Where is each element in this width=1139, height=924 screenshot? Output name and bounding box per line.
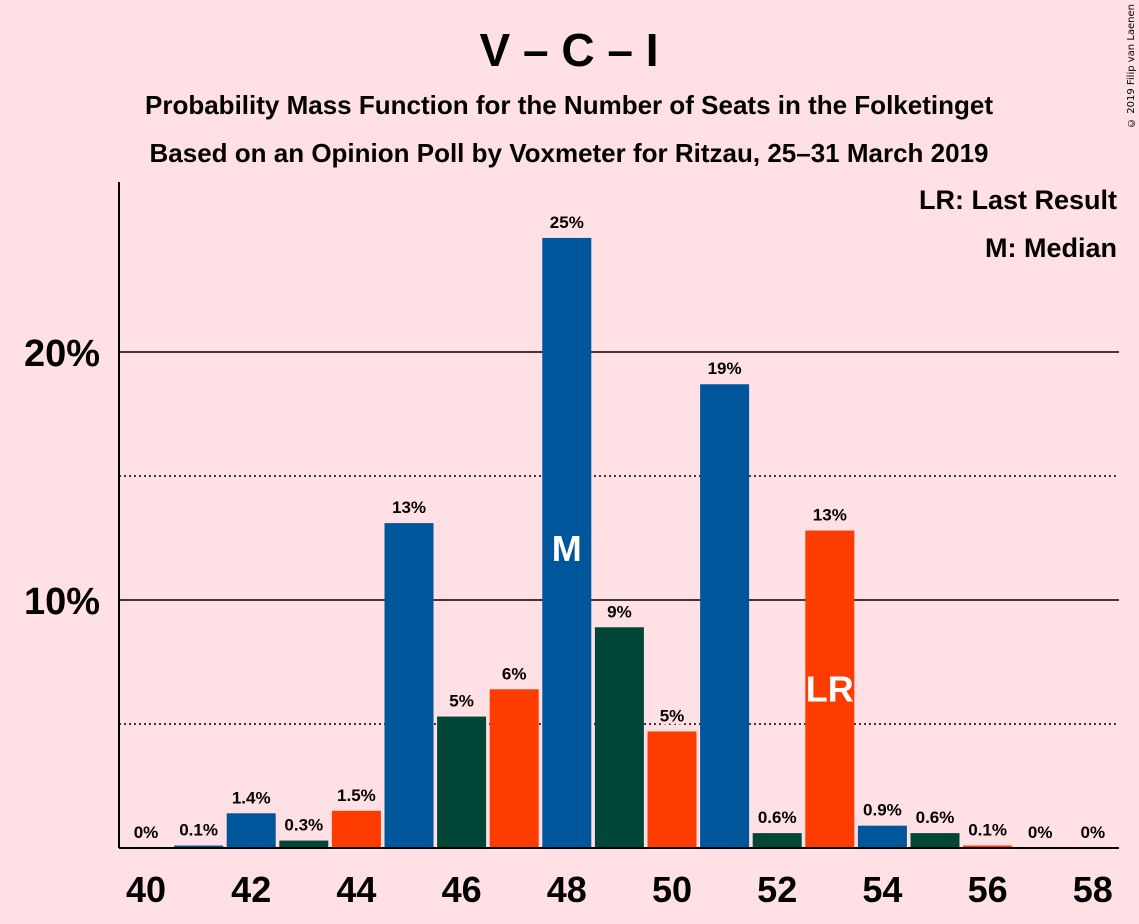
bar-label-halo-54: 0.9% [863, 801, 902, 820]
bar-label-56: 0.1% [968, 821, 1007, 840]
bar-label-halo-41: 0.1% [179, 821, 218, 840]
bar-label-halo-44: 1.5% [337, 786, 376, 805]
bar-label-halo-56: 0.1% [968, 821, 1007, 840]
bar-label-40: 0% [134, 823, 159, 842]
bar-44 [331, 810, 381, 848]
bar-label-50: 5% [660, 706, 685, 725]
bar-label-halo-45: 13% [392, 498, 426, 517]
bar-42 [226, 813, 276, 848]
bar-label-halo-40: 0% [134, 823, 159, 842]
x-tick-labels: 40 42 44 46 48 50 52 54 56 58 [126, 869, 1113, 910]
bar-41 [174, 845, 224, 848]
bar-label-halo-42: 1.4% [232, 788, 271, 807]
bar-47 [489, 689, 539, 848]
bar-labels: 0%0% 0.1%0.1%1.4%1.4%0.3%0.3%1.5%1.5%13%1… [131, 210, 1108, 845]
bar-50 [647, 731, 697, 848]
y-tick-labels: 10% 20% [24, 333, 100, 623]
bar-56 [963, 845, 1013, 848]
bar-label-halo-49: 9% [607, 602, 632, 621]
bar-label-halo-53: 13% [813, 506, 847, 525]
copyright-note: © 2019 Filip van Laenen [1126, 4, 1137, 128]
x-tick-label-50: 50 [652, 869, 692, 910]
chart-subtitle-1: Probability Mass Function for the Number… [145, 90, 993, 120]
y-tick-label-0: 10% [24, 581, 100, 623]
bar-label-54: 0.9% [863, 801, 902, 820]
bars [174, 237, 1013, 849]
bar-label-57: 0% [1028, 823, 1053, 842]
bar-label-49: 9% [607, 602, 632, 621]
bar-label-halo-48: 25% [550, 213, 584, 232]
bar-label-halo-55: 0.6% [916, 808, 955, 827]
legend-last-result: LR: Last Result [919, 185, 1117, 215]
chart-subtitle-2: Based on an Opinion Poll by Voxmeter for… [150, 138, 989, 168]
bar-54 [857, 825, 907, 848]
bar-label-51: 19% [708, 359, 742, 378]
x-tick-label-42: 42 [231, 869, 271, 910]
bar-label-48: 25% [550, 213, 584, 232]
bar-label-47: 6% [502, 664, 527, 683]
bar-label-53: 13% [813, 506, 847, 525]
bar-label-45: 13% [392, 498, 426, 517]
bar-label-58: 0% [1081, 823, 1106, 842]
bar-label-halo-47: 6% [502, 664, 527, 683]
legend-median: M: Median [985, 233, 1117, 263]
bar-43 [279, 840, 329, 848]
bar-49 [594, 627, 644, 848]
bar-label-55: 0.6% [916, 808, 955, 827]
bar-label-halo-58: 0% [1081, 823, 1106, 842]
bar-label-41: 0.1% [179, 821, 218, 840]
y-tick-label-1: 20% [24, 333, 100, 375]
bar-label-halo-46: 5% [449, 692, 474, 711]
bar-label-halo-51: 19% [708, 359, 742, 378]
bar-label-halo-50: 5% [660, 706, 685, 725]
bar-label-halo-43: 0.3% [284, 816, 323, 835]
x-tick-label-54: 54 [862, 869, 902, 910]
bar-label-halo-52: 0.6% [758, 808, 797, 827]
bar-label-halo-57: 0% [1028, 823, 1053, 842]
bar-label-42: 1.4% [232, 788, 271, 807]
x-tick-label-48: 48 [547, 869, 587, 910]
bar-52 [752, 833, 802, 848]
bar-46 [437, 716, 487, 848]
bar-53 [805, 530, 855, 848]
bar-48 [542, 237, 592, 849]
bar-marks: M LR [552, 528, 854, 709]
bar-51 [700, 384, 750, 848]
chart-title: V – C – I [480, 24, 659, 76]
bar-label-52: 0.6% [758, 808, 797, 827]
median-mark: M [552, 528, 582, 569]
bar-45 [384, 523, 434, 848]
x-tick-label-40: 40 [126, 869, 166, 910]
bar-55 [910, 833, 960, 848]
x-tick-label-46: 46 [442, 869, 482, 910]
x-tick-label-58: 58 [1073, 869, 1113, 910]
x-tick-label-44: 44 [336, 869, 376, 910]
last-result-mark: LR [806, 668, 854, 709]
bar-label-44: 1.5% [337, 786, 376, 805]
bar-label-43: 0.3% [284, 816, 323, 835]
bar-label-46: 5% [449, 692, 474, 711]
x-tick-label-56: 56 [968, 869, 1008, 910]
x-tick-label-52: 52 [757, 869, 797, 910]
